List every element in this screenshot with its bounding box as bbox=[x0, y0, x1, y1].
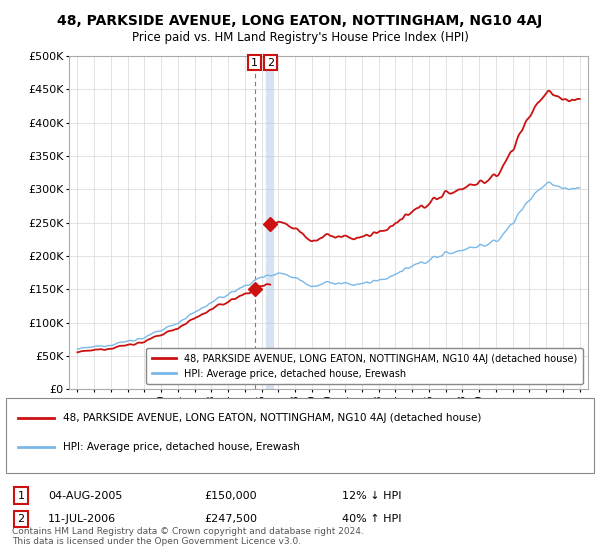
Text: 11-JUL-2006: 11-JUL-2006 bbox=[48, 514, 116, 524]
Text: £150,000: £150,000 bbox=[204, 491, 257, 501]
Text: 1: 1 bbox=[17, 491, 25, 501]
Legend: 48, PARKSIDE AVENUE, LONG EATON, NOTTINGHAM, NG10 4AJ (detached house), HPI: Ave: 48, PARKSIDE AVENUE, LONG EATON, NOTTING… bbox=[146, 348, 583, 384]
Text: 48, PARKSIDE AVENUE, LONG EATON, NOTTINGHAM, NG10 4AJ (detached house): 48, PARKSIDE AVENUE, LONG EATON, NOTTING… bbox=[63, 413, 481, 423]
Text: 48, PARKSIDE AVENUE, LONG EATON, NOTTINGHAM, NG10 4AJ: 48, PARKSIDE AVENUE, LONG EATON, NOTTING… bbox=[58, 14, 542, 28]
Text: 1: 1 bbox=[251, 58, 258, 68]
Text: Price paid vs. HM Land Registry's House Price Index (HPI): Price paid vs. HM Land Registry's House … bbox=[131, 31, 469, 44]
Text: HPI: Average price, detached house, Erewash: HPI: Average price, detached house, Erew… bbox=[63, 442, 300, 452]
Text: 2: 2 bbox=[266, 58, 274, 68]
Text: 04-AUG-2005: 04-AUG-2005 bbox=[48, 491, 122, 501]
Text: 2: 2 bbox=[17, 514, 25, 524]
Text: Contains HM Land Registry data © Crown copyright and database right 2024.
This d: Contains HM Land Registry data © Crown c… bbox=[12, 526, 364, 546]
Text: 40% ↑ HPI: 40% ↑ HPI bbox=[342, 514, 401, 524]
Text: £247,500: £247,500 bbox=[204, 514, 257, 524]
Text: 12% ↓ HPI: 12% ↓ HPI bbox=[342, 491, 401, 501]
